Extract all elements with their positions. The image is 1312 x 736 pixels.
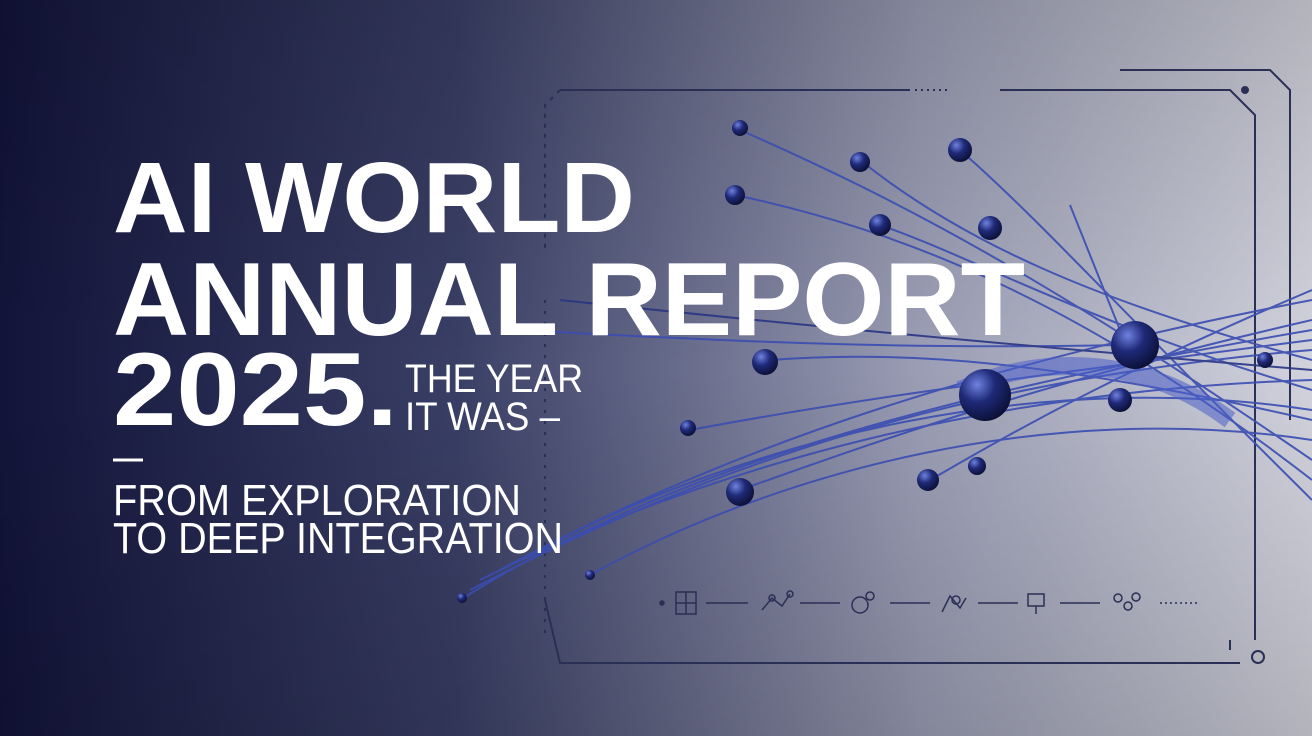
strands xyxy=(459,129,1312,601)
subtitle: TO DEEP INTEGRATION xyxy=(113,514,563,563)
title-line: AI WORLD xyxy=(113,142,635,254)
nodes xyxy=(457,120,1273,603)
title-year: 2025. xyxy=(113,332,398,448)
icon-row xyxy=(659,590,1198,615)
frame xyxy=(544,69,1291,664)
tagline: IT WAS – xyxy=(405,395,561,439)
tagline: THE YEAR xyxy=(405,357,583,401)
title-line: ANNUAL REPORT xyxy=(113,242,1025,358)
subtitle: FROM EXPLORATION xyxy=(113,476,521,525)
